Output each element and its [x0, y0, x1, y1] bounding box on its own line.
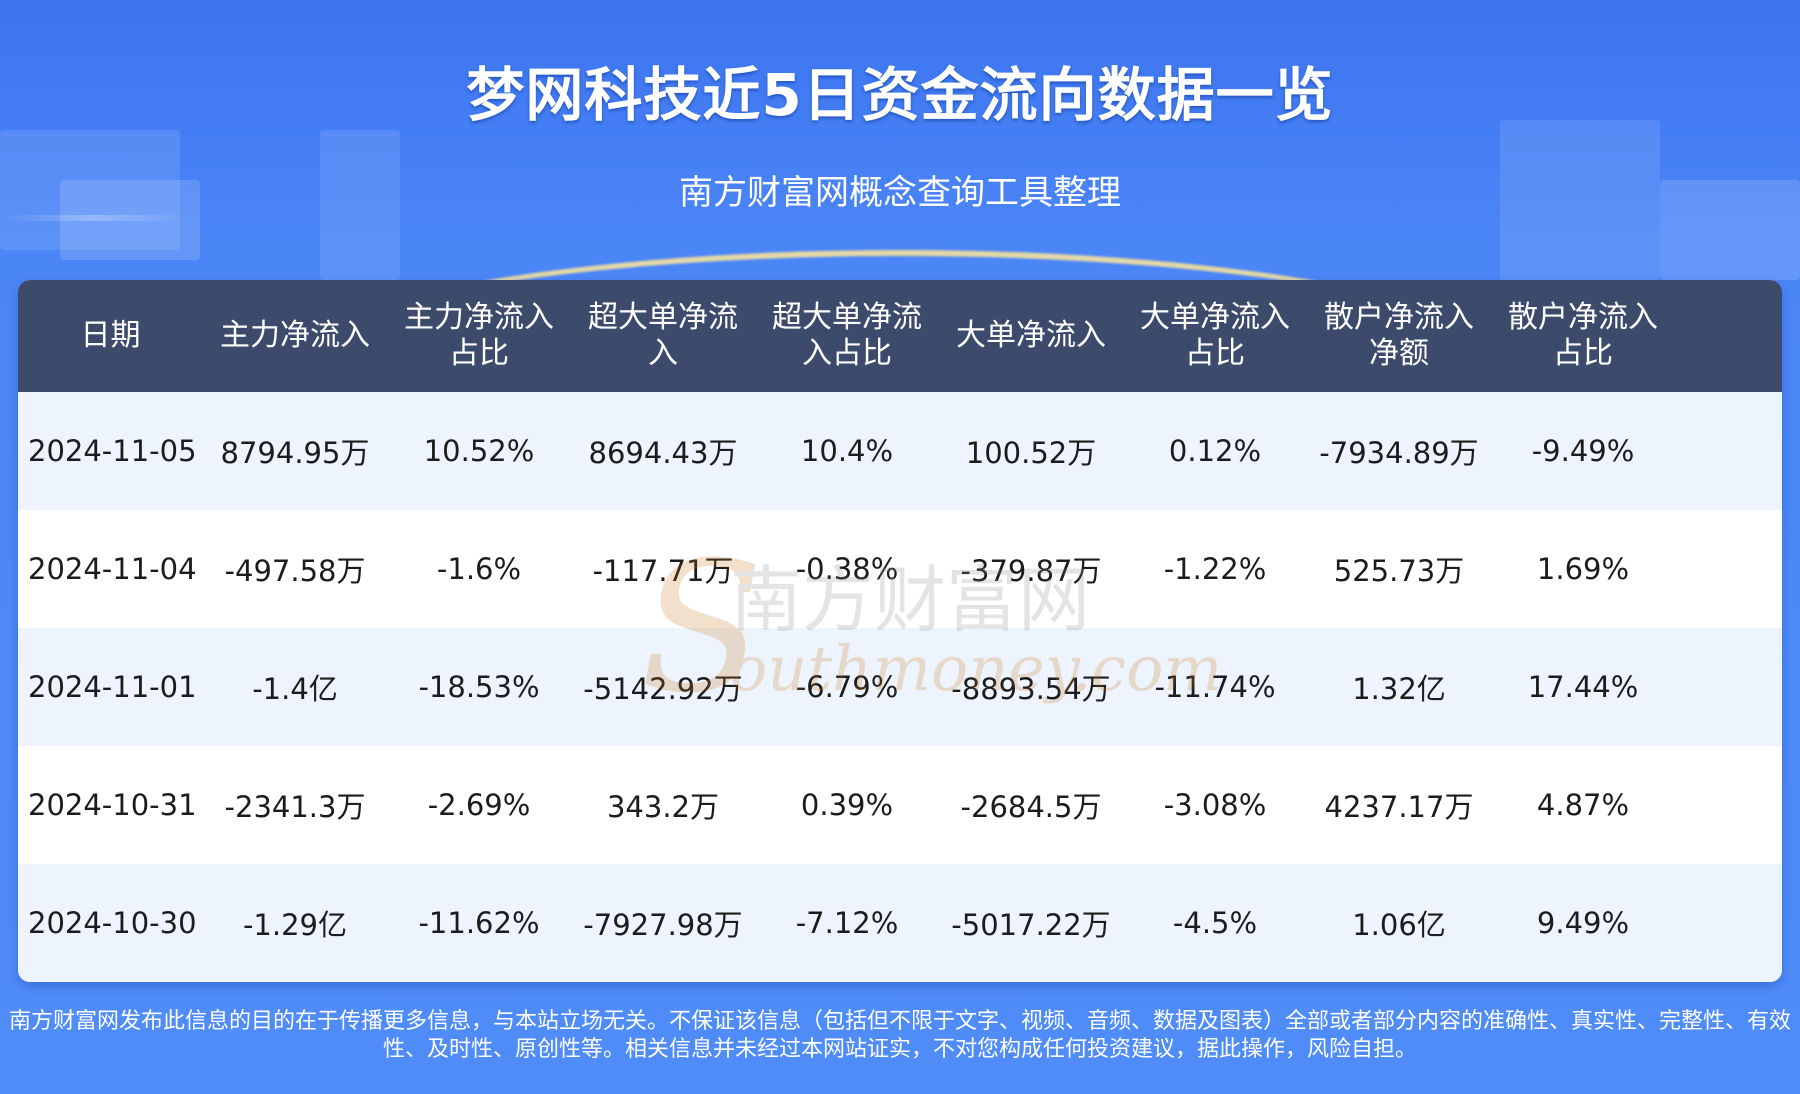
date-cell: 2024-10-31 — [28, 788, 197, 822]
row-spacer — [1675, 510, 1782, 628]
value-cell: -5017.22万 — [951, 908, 1111, 942]
value-cell: 10.52% — [423, 434, 535, 468]
disclaimer-line-2: 性、及时性、原创性等。相关信息并未经过本网站证实，不对您构成任何投资建议，据此操… — [382, 1037, 1417, 1062]
fund-flow-table-card: 日期 主力净流入 主力净流入 占比 超大单净流入 超大单净流 入占比 大单净流入 大… — [18, 280, 1782, 982]
table-body: 2024-11-05 8794.95万 10.52% 8694.43万 10.4% 100… — [18, 392, 1782, 982]
date-cell: 2024-10-30 — [28, 906, 197, 940]
value-cell: -11.74% — [1154, 670, 1276, 704]
table-row: 2024-11-04 -497.58万 -1.6% -117.71万 -0.38% -37… — [18, 510, 1782, 628]
value-cell: 4.87% — [1536, 788, 1630, 822]
column-header: 大单净流入 占比 — [1140, 300, 1290, 371]
column-header: 主力净流入 — [220, 318, 370, 353]
value-cell: 8694.43万 — [588, 436, 738, 470]
value-cell: 525.73万 — [1333, 554, 1465, 588]
value-cell: 1.06亿 — [1352, 908, 1446, 942]
value-cell: -1.22% — [1163, 552, 1267, 586]
value-cell: 4237.17万 — [1324, 790, 1474, 824]
value-cell: 343.2万 — [606, 790, 720, 824]
row-spacer — [1675, 392, 1782, 510]
column-header: 主力净流入 占比 — [404, 300, 554, 371]
value-cell: 0.12% — [1168, 434, 1262, 468]
table-row: 2024-10-30 -1.29亿 -11.62% -7927.98万 -7.12% -5… — [18, 864, 1782, 982]
page-subtitle: 南方财富网概念查询工具整理 — [679, 173, 1121, 213]
value-cell: 1.32亿 — [1352, 672, 1446, 706]
column-header: 散户净流入 占比 — [1508, 300, 1658, 371]
value-cell: -8893.54万 — [951, 672, 1111, 706]
column-header: 超大单净流 入占比 — [772, 300, 922, 371]
value-cell: -6.79% — [795, 670, 899, 704]
value-cell: -2.69% — [427, 788, 531, 822]
value-cell: -117.71万 — [592, 554, 734, 588]
value-cell: -379.87万 — [960, 554, 1102, 588]
page-title: 梦网科技近5日资金流向数据一览 — [466, 61, 1334, 129]
value-cell: 17.44% — [1527, 670, 1639, 704]
value-cell: -1.29亿 — [242, 908, 348, 942]
value-cell: 10.4% — [800, 434, 894, 468]
row-spacer — [1675, 628, 1782, 746]
row-spacer — [1675, 746, 1782, 864]
value-cell: 9.49% — [1536, 906, 1630, 940]
table-row: 2024-11-01 -1.4亿 -18.53% -5142.92万 -6.79% -88… — [18, 628, 1782, 746]
value-cell: -11.62% — [418, 906, 540, 940]
value-cell: -7927.98万 — [583, 908, 743, 942]
value-cell: -7934.89万 — [1319, 436, 1479, 470]
value-cell: -497.58万 — [224, 554, 366, 588]
column-header: 散户净流入 净额 — [1324, 300, 1474, 371]
value-cell: 100.52万 — [965, 436, 1097, 470]
row-spacer — [1675, 864, 1782, 982]
disclaimer-line-1: 南方财富网发布此信息的目的在于传播更多信息，与本站立场无关。不保证该信息（包括但… — [8, 1009, 1791, 1034]
value-cell: -0.38% — [795, 552, 899, 586]
table-header-row: 日期 主力净流入 主力净流入 占比 超大单净流入 超大单净流 入占比 大单净流入 大… — [18, 280, 1782, 392]
value-cell: 1.69% — [1536, 552, 1630, 586]
column-header: 大单净流入 — [956, 318, 1106, 353]
value-cell: 0.39% — [800, 788, 894, 822]
value-cell: -1.6% — [436, 552, 522, 586]
value-cell: -2341.3万 — [224, 790, 366, 824]
value-cell: -18.53% — [418, 670, 540, 704]
date-cell: 2024-11-04 — [28, 552, 197, 586]
value-cell: -4.5% — [1172, 906, 1258, 940]
value-cell: 8794.95万 — [220, 436, 370, 470]
value-cell: -9.49% — [1531, 434, 1635, 468]
date-cell: 2024-11-05 — [28, 434, 197, 468]
column-header: 超大单净流入 — [588, 300, 738, 371]
value-cell: -3.08% — [1163, 788, 1267, 822]
column-header-spacer — [1675, 280, 1782, 392]
value-cell: -5142.92万 — [583, 672, 743, 706]
date-cell: 2024-11-01 — [28, 670, 197, 704]
value-cell: -1.4亿 — [252, 672, 338, 706]
fund-flow-table: 日期 主力净流入 主力净流入 占比 超大单净流入 超大单净流 入占比 大单净流入 大… — [18, 280, 1782, 982]
table-row: 2024-11-05 8794.95万 10.52% 8694.43万 10.4% 100… — [18, 392, 1782, 510]
disclaimer: 南方财富网发布此信息的目的在于传播更多信息，与本站立场无关。不保证该信息（包括但… — [0, 1008, 1800, 1064]
value-cell: -2684.5万 — [960, 790, 1102, 824]
table-row: 2024-10-31 -2341.3万 -2.69% 343.2万 0.39% -2684… — [18, 746, 1782, 864]
value-cell: -7.12% — [795, 906, 899, 940]
column-header: 日期 — [80, 318, 141, 353]
